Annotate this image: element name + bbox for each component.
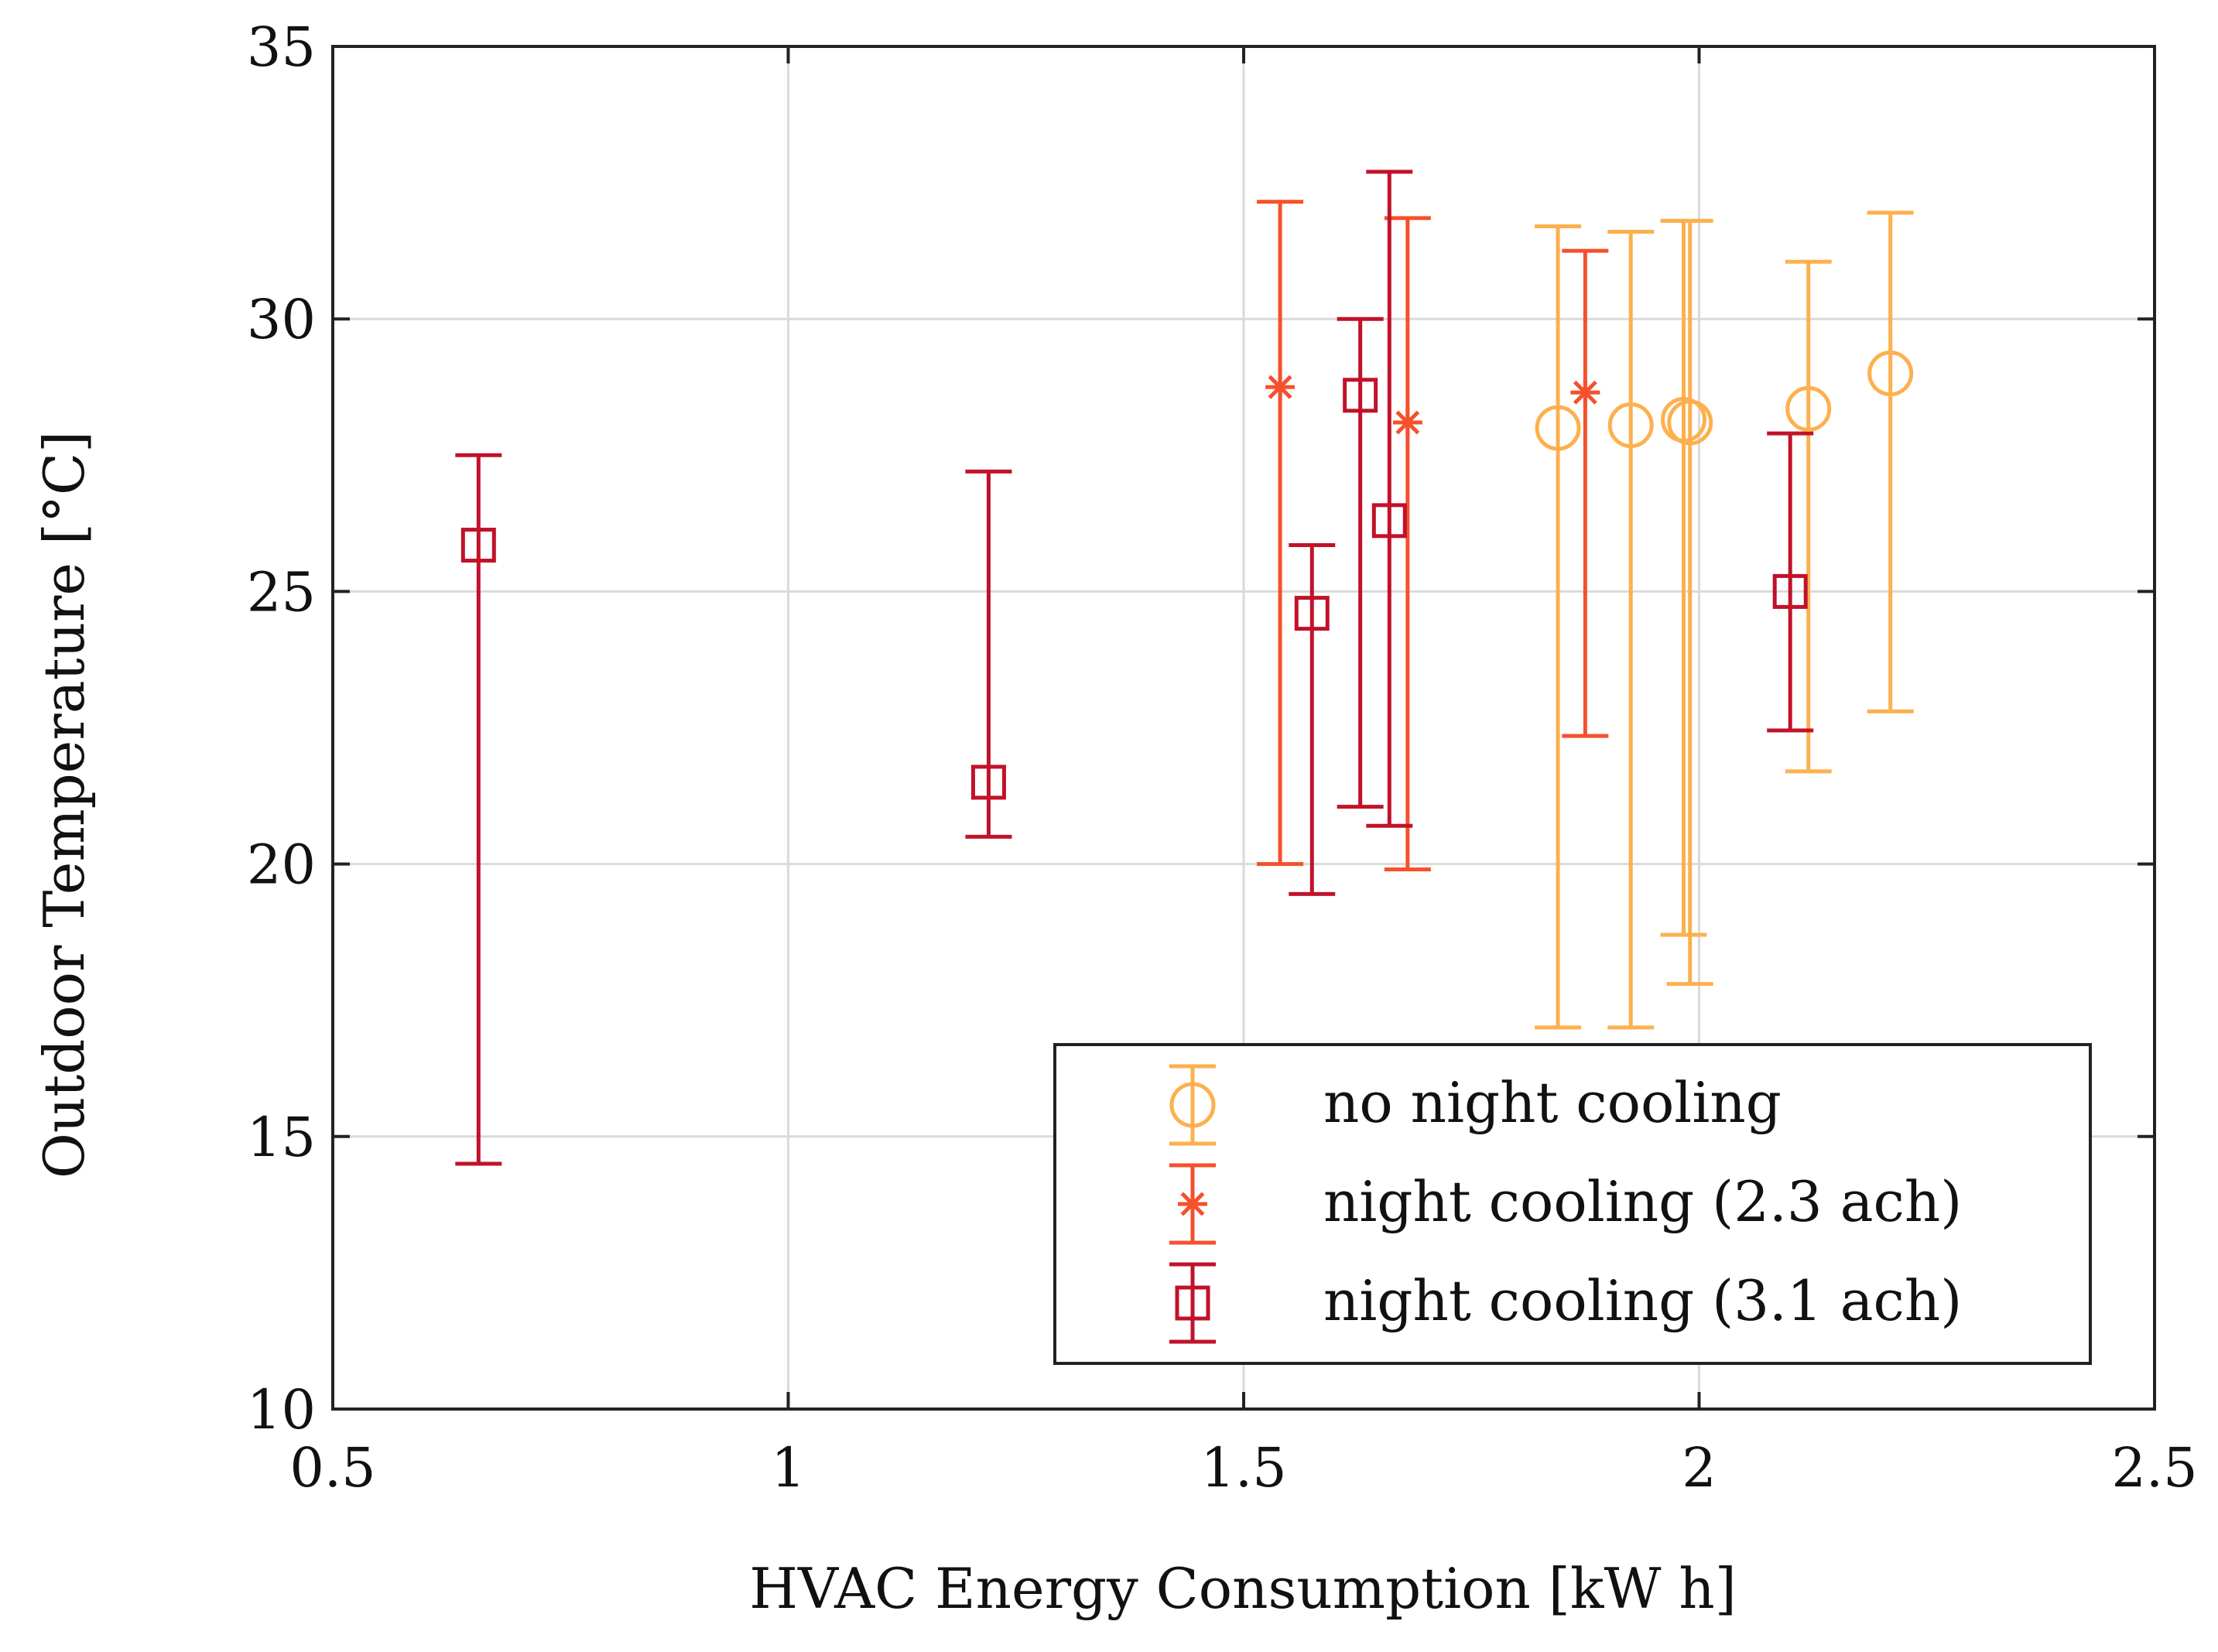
error-bar	[1384, 216, 1431, 872]
legend-symbols	[1169, 1064, 1216, 1344]
legend-box	[1053, 1043, 2092, 1365]
x-tick-label: 1.5	[1200, 1436, 1286, 1500]
error-bar	[1289, 543, 1336, 896]
error-bar	[1666, 218, 1713, 987]
legend-label-night-cooling-3-1: night cooling (3.1 ach)	[1323, 1268, 1962, 1333]
data-point-square	[460, 528, 496, 563]
error-bar	[1767, 431, 1814, 733]
tick-labels: 0.5 1 1.5 2 2.5 10 15 20 25 30 35	[247, 15, 2198, 1500]
data-point-circle	[1867, 351, 1914, 397]
data-markers	[460, 351, 1914, 800]
data-point-asterisk	[1265, 372, 1296, 402]
legend-marker-circle	[1169, 1082, 1216, 1128]
data-point-asterisk	[1392, 408, 1422, 438]
data-point-circle	[1667, 399, 1713, 446]
y-tick-label: 15	[247, 1106, 316, 1169]
data-point-asterisk	[1570, 378, 1600, 408]
error-bar	[1535, 224, 1582, 1030]
error-bar	[965, 469, 1012, 839]
y-tick-label: 25	[247, 560, 316, 624]
error-bars	[455, 169, 1914, 1166]
error-bar	[1785, 259, 1832, 774]
x-tick-label: 1	[771, 1436, 806, 1500]
legend-errorbar-symbol	[1169, 1064, 1216, 1146]
x-tick-label: 2.5	[2111, 1436, 2197, 1500]
data-point-circle	[1607, 402, 1654, 449]
data-point-circle	[1535, 405, 1581, 451]
legend-marker-square	[1175, 1285, 1210, 1321]
error-bar	[1337, 316, 1384, 809]
legend: no night cooling night cooling (2.3 ach)…	[1053, 1043, 2092, 1365]
grid	[333, 46, 2155, 1409]
error-bar	[1562, 248, 1609, 738]
y-tick-label: 30	[247, 288, 316, 351]
x-tick-label: 2	[1682, 1436, 1717, 1500]
axis-ticks	[331, 45, 2156, 1411]
y-tick-label: 35	[247, 15, 316, 79]
y-tick-label: 20	[247, 833, 316, 897]
legend-marker-asterisk	[1178, 1189, 1207, 1219]
legend-label-no-night-cooling: no night cooling	[1323, 1070, 1782, 1135]
legend-errorbar-symbol	[1169, 1262, 1216, 1344]
error-bar	[1867, 210, 1914, 713]
y-axis-label: Outdoor Temperature [°C]	[32, 431, 97, 1178]
error-bar	[1366, 169, 1413, 828]
data-point-square	[1371, 503, 1407, 539]
data-point-circle	[1785, 385, 1832, 432]
data-point-square	[1294, 596, 1330, 631]
data-point-square	[1343, 378, 1378, 413]
x-axis-label: HVAC Energy Consumption [kW h]	[749, 1556, 1737, 1621]
error-bar	[455, 453, 502, 1166]
error-bar	[1257, 200, 1304, 867]
data-point-square	[1772, 573, 1808, 609]
data-point-square	[970, 764, 1006, 800]
y-tick-label: 10	[247, 1378, 316, 1442]
legend-label-night-cooling-2-3: night cooling (2.3 ach)	[1323, 1169, 1962, 1234]
error-bar	[1607, 229, 1655, 1030]
x-tick-label: 0.5	[289, 1436, 375, 1500]
